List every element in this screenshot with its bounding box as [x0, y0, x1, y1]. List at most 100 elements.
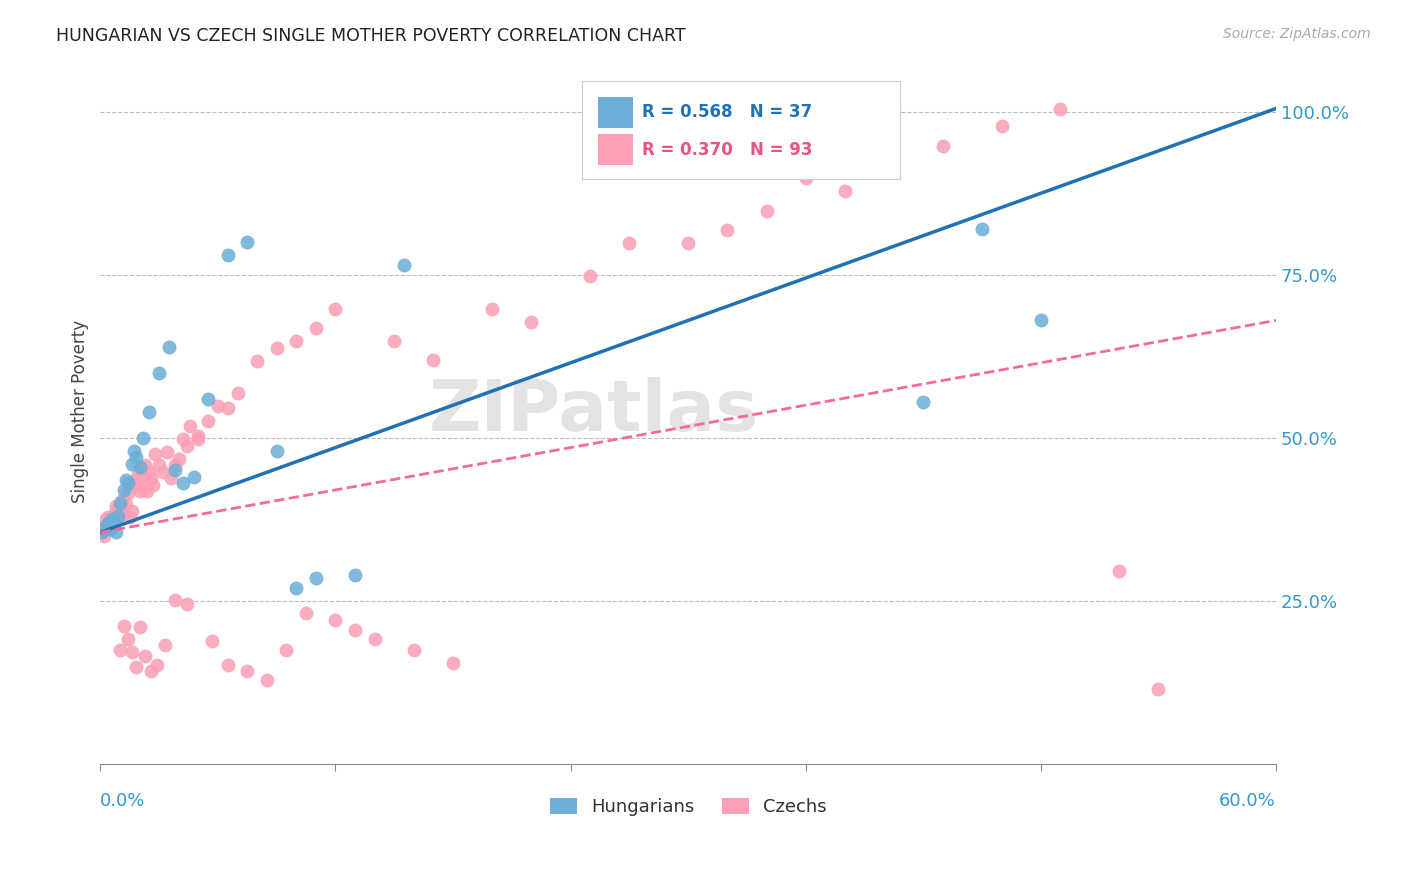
Point: [990, 119, 1012, 133]
Point: [121, 645, 143, 659]
Point: [344, 623, 367, 637]
Point: [179, 419, 201, 434]
Point: [105, 500, 128, 514]
Point: [256, 673, 278, 688]
Point: [834, 102, 856, 116]
Point: [912, 395, 935, 409]
Point: [93, 522, 115, 536]
Point: [295, 606, 318, 620]
Point: [124, 473, 146, 487]
Point: [163, 463, 186, 477]
Point: [127, 467, 149, 481]
Point: [392, 258, 415, 272]
Point: [128, 460, 150, 475]
Point: [382, 334, 405, 349]
Point: [108, 500, 131, 514]
Point: [834, 184, 856, 198]
Point: [755, 203, 778, 218]
Point: [172, 432, 194, 446]
Y-axis label: Single Mother Poverty: Single Mother Poverty: [72, 320, 89, 503]
Point: [101, 512, 124, 526]
Point: [1029, 313, 1052, 327]
Point: [932, 138, 955, 153]
Point: [579, 269, 602, 284]
Point: [153, 638, 176, 652]
Text: 0.0%: 0.0%: [100, 792, 146, 810]
Point: [176, 597, 198, 611]
Point: [619, 236, 641, 251]
Text: Source: ZipAtlas.com: Source: ZipAtlas.com: [1223, 27, 1371, 41]
Point: [117, 476, 139, 491]
Point: [117, 486, 139, 500]
Point: [344, 567, 367, 582]
Point: [132, 468, 155, 483]
Point: [121, 457, 143, 471]
Point: [197, 415, 219, 429]
Point: [91, 525, 114, 540]
Point: [118, 510, 141, 524]
Point: [111, 492, 134, 507]
Point: [128, 620, 150, 634]
Point: [112, 506, 135, 520]
Point: [103, 516, 125, 531]
Point: [141, 471, 163, 485]
Point: [276, 642, 298, 657]
Point: [97, 516, 120, 530]
Point: [138, 465, 160, 479]
Point: [132, 431, 155, 445]
Point: [157, 339, 180, 353]
Point: [1147, 681, 1170, 696]
Text: R = 0.370   N = 93: R = 0.370 N = 93: [643, 141, 813, 159]
Point: [101, 512, 124, 526]
Point: [266, 443, 288, 458]
Point: [136, 484, 159, 499]
Point: [285, 581, 308, 595]
Bar: [598, 135, 633, 165]
Text: HUNGARIAN VS CZECH SINGLE MOTHER POVERTY CORRELATION CHART: HUNGARIAN VS CZECH SINGLE MOTHER POVERTY…: [56, 27, 686, 45]
Point: [1108, 565, 1130, 579]
FancyBboxPatch shape: [582, 81, 900, 179]
Point: [217, 657, 239, 672]
Point: [134, 649, 156, 664]
Point: [138, 405, 160, 419]
Point: [873, 158, 896, 172]
Point: [131, 477, 153, 491]
Point: [676, 236, 699, 251]
Point: [122, 477, 145, 491]
Point: [236, 235, 259, 249]
Point: [226, 386, 249, 401]
Point: [160, 471, 183, 485]
Point: [97, 516, 120, 530]
Point: [325, 301, 347, 316]
Point: [96, 518, 118, 533]
Point: [117, 632, 139, 646]
Point: [143, 447, 166, 461]
Point: [96, 512, 118, 526]
Point: [187, 429, 209, 443]
Point: [107, 510, 129, 524]
Point: [121, 504, 143, 518]
Bar: [598, 97, 633, 128]
Point: [105, 502, 128, 516]
Point: [122, 443, 145, 458]
Point: [520, 315, 543, 329]
Point: [176, 439, 198, 453]
Point: [124, 660, 146, 674]
Point: [167, 451, 190, 466]
Text: 60.0%: 60.0%: [1219, 792, 1277, 810]
Point: [163, 458, 186, 473]
Point: [152, 465, 174, 479]
Point: [187, 432, 209, 446]
Point: [142, 477, 165, 491]
Point: [441, 656, 464, 670]
Point: [236, 665, 259, 679]
Point: [266, 341, 288, 355]
Point: [285, 334, 308, 349]
Point: [363, 632, 385, 646]
Point: [108, 642, 131, 657]
Point: [134, 458, 156, 473]
Point: [91, 525, 114, 540]
Point: [141, 665, 163, 679]
Point: [93, 528, 115, 542]
Point: [98, 522, 121, 536]
